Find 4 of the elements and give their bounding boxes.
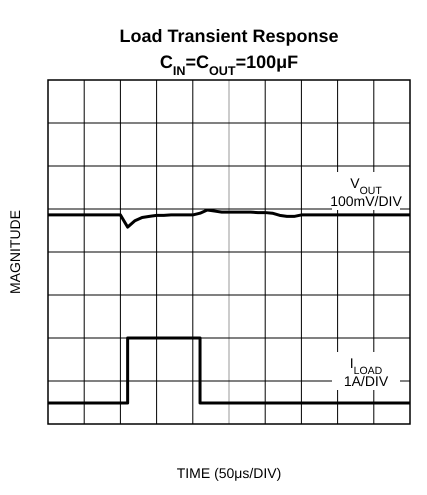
chart-title: Load Transient Response [119,26,339,46]
x-axis-title: TIME (50μs/DIV) [176,465,282,481]
chart-subtitle: C$_{IN}$=C$_{OUT}$=100μF [160,52,298,78]
y-axis-title: MAGNITUDE [7,210,23,294]
